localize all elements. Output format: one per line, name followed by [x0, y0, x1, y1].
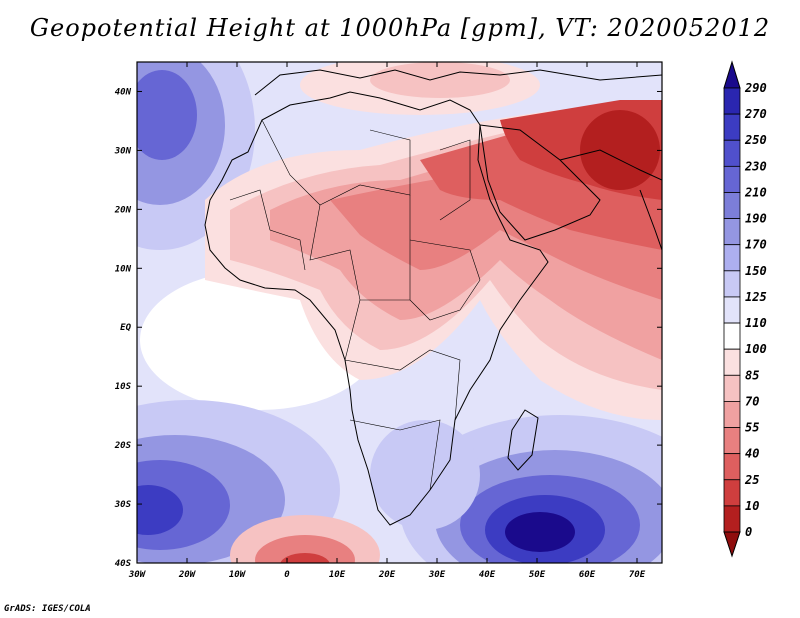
colorbar-label: 0: [745, 525, 752, 539]
border-line: [439, 139, 471, 221]
latitude-ticks: 40N 30N 20N 10N EQ 10S 20S 30S 40S: [114, 87, 662, 569]
lon-tick-label: 20E: [378, 570, 396, 580]
lon-tick-label: 10W: [229, 570, 247, 580]
cape-low-mid: [255, 535, 355, 563]
lat-tick-label: 30S: [114, 500, 132, 510]
lon-tick-label: 10E: [329, 570, 346, 580]
colorbar-label: 25: [744, 473, 759, 487]
colorbar-swatch: [723, 401, 741, 428]
colorbar-bottom-arrow: [723, 531, 741, 558]
colorbar-swatch: [723, 453, 741, 481]
map-figure: 30W 20W 10W 0 10E 20E 30E 40E 50E 60E 70E 40N 30N 20…: [114, 60, 767, 580]
coastlines: [204, 69, 662, 526]
colorbar-label: 70: [745, 394, 759, 408]
lon-tick-label: 50E: [529, 570, 546, 580]
colorbar-swatch: [723, 479, 741, 507]
lat-tick-label: 20S: [114, 441, 132, 451]
colorbar-label: 230: [744, 159, 767, 173]
border-line: [409, 239, 481, 321]
colorbar-swatch: [723, 374, 741, 402]
colorbar-label: 150: [745, 264, 767, 278]
colorbar-swatch: [723, 348, 741, 376]
border-line: [349, 419, 441, 491]
lat-tick-label: 10S: [115, 382, 132, 392]
colorbar-label: 125: [745, 290, 767, 304]
lat-tick-label: 20N: [114, 205, 132, 215]
colorbar-swatch: [723, 218, 741, 246]
border-line: [229, 189, 306, 271]
lon-tick-label: 20W: [178, 570, 197, 580]
lat-tick-label: 10N: [115, 264, 132, 274]
cape-low-core: [280, 553, 330, 563]
persia-coast: [559, 149, 662, 181]
south-atlantic-high-core: [137, 485, 183, 535]
colorbar-swatch: [723, 192, 741, 219]
lat-tick-label: 40N: [115, 87, 132, 97]
colorbar-label: 10: [745, 499, 759, 513]
border-line: [309, 195, 411, 301]
colorbar-swatch: [723, 322, 741, 350]
colorbar-swatch: [723, 270, 741, 298]
lat-tick-label: 40S: [115, 559, 132, 569]
lat-tick-label: 30N: [114, 146, 132, 156]
colorbar-swatch: [723, 139, 741, 167]
colorbar-label: 85: [745, 368, 759, 382]
geopotential-field: [137, 62, 662, 563]
colorbar-swatch: [723, 505, 741, 533]
arabia-outline: [479, 124, 601, 241]
madagascar-outline: [507, 409, 539, 471]
colorbar-label: 290: [744, 81, 767, 95]
plot-frame: [136, 61, 663, 564]
colorbar: 2902702502302101901701501251101008570554…: [723, 60, 767, 558]
colorbar-label: 110: [745, 316, 767, 330]
colorbar-label: 190: [745, 212, 767, 226]
border-line: [344, 299, 461, 421]
colorbar-swatch: [723, 87, 741, 115]
lon-tick-label: 40E: [479, 570, 496, 580]
india-coast: [639, 189, 662, 251]
longitude-ticks: 30W 20W 10W 0 10E 20E 30E 40E 50E 60E 70E: [128, 62, 646, 580]
lon-tick-label: 30E: [428, 570, 446, 580]
map-title: Geopotential Height at 1000hPa [gpm], VT…: [29, 14, 771, 42]
colorbar-label: 100: [745, 342, 767, 356]
southern-africa-cool: [370, 420, 480, 530]
colorbar-swatch: [723, 244, 741, 272]
europe-coast: [254, 69, 662, 96]
mediterranean-warm-inner: [370, 62, 510, 98]
lon-tick-label: 70E: [629, 570, 646, 580]
colorbar-label: 55: [745, 421, 759, 435]
north-atlantic-high-core: [137, 70, 197, 160]
middle-east-low-core: [580, 110, 660, 190]
colorbar-swatch: [723, 296, 741, 324]
indian-ocean-high-core: [505, 512, 575, 552]
colorbar-label: 250: [744, 133, 767, 147]
africa-coastline: [204, 91, 549, 526]
colorbar-label: 40: [745, 447, 759, 461]
colorbar-label: 270: [744, 107, 767, 121]
colorbar-top-arrow: [723, 60, 741, 89]
colorbar-swatch: [723, 165, 741, 193]
colorbar-label: 210: [744, 185, 767, 199]
colorbar-label: 170: [745, 238, 767, 252]
colorbar-swatch: [723, 113, 741, 141]
border-line: [261, 119, 411, 206]
lon-tick-label: 0: [284, 570, 290, 580]
lon-tick-label: 30W: [128, 570, 147, 580]
country-borders: [229, 119, 481, 491]
lon-tick-label: 60E: [579, 570, 596, 580]
colorbar-swatch: [723, 427, 741, 455]
lat-tick-label: EQ: [120, 323, 131, 333]
grads-credit: GrADS: IGES/COLA: [4, 604, 91, 614]
